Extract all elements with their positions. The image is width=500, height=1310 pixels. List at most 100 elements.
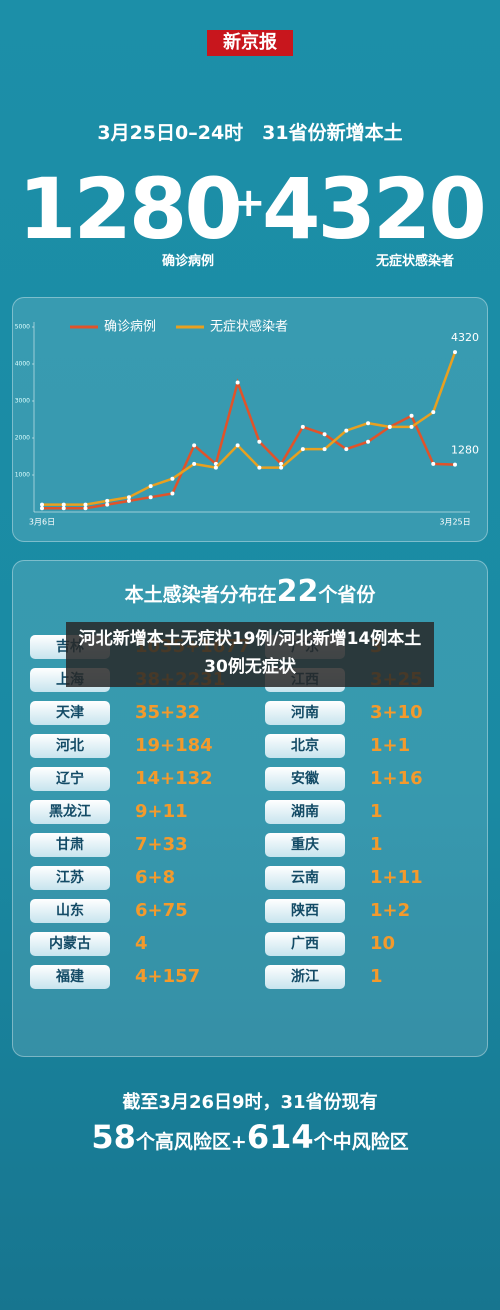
confirmed-label: 确诊病例	[162, 254, 215, 269]
province-cases: 19+184	[135, 735, 213, 756]
logo: 新京报	[207, 30, 293, 56]
province-name: 安徽	[265, 767, 345, 791]
data-point	[453, 462, 457, 467]
confirmed-count: 1280	[18, 160, 243, 258]
province-cases: 6+75	[135, 900, 188, 921]
data-point	[431, 461, 436, 466]
distribution-title: 本土感染者分布在22个省份	[0, 574, 500, 609]
data-point	[105, 502, 110, 507]
data-point	[344, 447, 349, 452]
data-point	[344, 428, 349, 433]
plus-sign: +	[232, 180, 266, 226]
legend-label: 确诊病例	[104, 320, 156, 335]
data-point	[453, 350, 457, 355]
province-cases: 4	[135, 933, 148, 954]
footer-line1: 截至3月26日9时，31省份现有	[122, 1092, 378, 1113]
province-name: 甘肃	[30, 833, 110, 857]
series-line	[42, 351, 457, 506]
y-tick-label: 5000	[15, 324, 30, 331]
footer-line2: 58个高风险区+614个中风险区	[0, 1118, 500, 1156]
asymptomatic-count: 4320	[262, 160, 487, 258]
data-point	[126, 495, 131, 500]
province-cases: 1+11	[370, 867, 423, 888]
data-point	[83, 502, 88, 507]
province-cases: 1+2	[370, 900, 411, 921]
province-cases: 35+32	[135, 702, 201, 723]
data-point	[235, 380, 240, 385]
y-tick-label: 3000	[15, 398, 30, 405]
data-point	[387, 424, 392, 429]
data-point	[170, 476, 175, 481]
province-cases: 1	[370, 966, 383, 987]
data-point	[366, 421, 371, 426]
province-name: 辽宁	[30, 767, 110, 791]
caption-overlay: 河北新增本土无症状19例/河北新增14例本土 30例无症状	[66, 622, 434, 687]
province-name: 内蒙古	[30, 932, 110, 956]
data-point	[235, 443, 240, 448]
province-name: 福建	[30, 965, 110, 989]
data-point	[322, 447, 327, 452]
value-label: 1280	[451, 444, 479, 457]
data-point	[61, 506, 66, 511]
province-cases: 4+157	[135, 966, 201, 987]
province-name: 江苏	[30, 866, 110, 890]
data-point	[126, 498, 131, 503]
high-label: 个高风险区+	[135, 1131, 247, 1153]
province-name: 湖南	[265, 800, 345, 824]
data-point	[431, 410, 436, 415]
data-point	[257, 465, 262, 470]
province-cases: 7+33	[135, 834, 188, 855]
data-point	[279, 461, 284, 466]
data-point	[83, 506, 88, 511]
data-point	[61, 502, 66, 507]
province-cases: 1+1	[370, 735, 411, 756]
data-point	[170, 491, 175, 496]
mid-label: 个中风险区	[313, 1131, 409, 1153]
y-tick-label: 2000	[15, 435, 30, 442]
province-cases: 3+10	[370, 702, 423, 723]
data-point	[409, 424, 414, 429]
province-name: 云南	[265, 866, 345, 890]
province-count: 22	[276, 574, 319, 609]
province-name: 陕西	[265, 899, 345, 923]
legend-label: 无症状感染者	[210, 319, 288, 335]
data-point	[300, 447, 305, 452]
province-name: 北京	[265, 734, 345, 758]
data-point	[40, 506, 44, 511]
data-point	[366, 439, 371, 444]
data-point	[192, 443, 197, 448]
data-point	[257, 439, 262, 444]
province-name: 广西	[265, 932, 345, 956]
province-name: 浙江	[265, 965, 345, 989]
value-label: 4320	[451, 331, 479, 344]
title-text: 本土感染者分布在	[124, 584, 277, 606]
data-point	[40, 502, 44, 507]
asymptomatic-label: 无症状感染者	[376, 254, 455, 269]
mid-count: 614	[246, 1118, 314, 1156]
chart: 1000 2000 3000 4000 5000 3月6日 3月25日 确诊病例 1280 无症状…	[15, 319, 479, 527]
province-name: 天津	[30, 701, 110, 725]
province-name: 重庆	[265, 833, 345, 857]
province-cases: 1+16	[370, 768, 423, 789]
data-point	[148, 484, 153, 489]
data-point	[279, 465, 284, 470]
province-name: 河北	[30, 734, 110, 758]
province-cases: 1	[370, 834, 383, 855]
header-title: 3月25日0–24时 31省份新增本土	[97, 122, 403, 144]
x-tick-label: 3月6日	[29, 518, 55, 527]
title-text: 个省份	[318, 584, 376, 606]
data-point	[213, 465, 218, 470]
province-cases: 6+8	[135, 867, 176, 888]
province-cases: 14+132	[135, 768, 213, 789]
province-name: 黑龙江	[30, 800, 110, 824]
data-point	[322, 432, 327, 437]
province-cases: 9+11	[135, 801, 188, 822]
data-point	[105, 498, 110, 503]
high-count: 58	[91, 1118, 136, 1156]
y-tick-label: 1000	[15, 472, 30, 479]
data-point	[409, 413, 414, 418]
province-cases: 10	[370, 933, 396, 954]
province-cases: 1	[370, 801, 383, 822]
data-point	[300, 424, 305, 429]
